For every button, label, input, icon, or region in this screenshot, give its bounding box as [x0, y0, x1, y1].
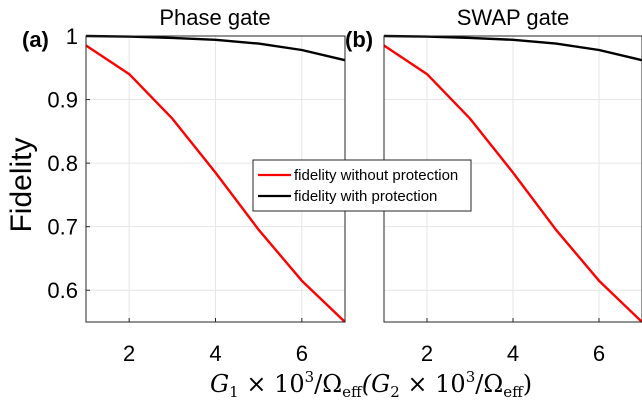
- x-label-exp: 3: [305, 368, 315, 386]
- x-label-eff2: eff: [503, 383, 524, 401]
- panel-a-line-with-protection: [85, 34, 346, 62]
- y-axis-label: Fidelity: [5, 137, 38, 232]
- x-label-times: × 10: [239, 370, 305, 398]
- panel-a-xticks: 2 4 6: [123, 318, 308, 366]
- panel-b-xtick-label: 2: [421, 341, 433, 366]
- x-label-exp2: 3: [466, 368, 476, 386]
- panel-a-ytick-label: 0.9: [47, 88, 78, 113]
- panel-a-line-without-protection: [85, 44, 346, 323]
- x-label-g1-sub: 1: [229, 383, 239, 401]
- x-label-times2: × 10: [400, 370, 466, 398]
- legend-box: [252, 159, 472, 212]
- panel-a-yticks: 0.6 0.7 0.8 0.9 1: [47, 24, 90, 303]
- panel-a-xtick-label: 2: [123, 341, 135, 366]
- x-label-eff: eff: [342, 383, 363, 401]
- panel-b-xticks: 2 4 6: [421, 318, 605, 366]
- legend-label-with-protection: fidelity with protection: [294, 188, 437, 205]
- panel-b-line-with-protection: [383, 34, 642, 62]
- panel-a-xtick-label: 6: [296, 341, 308, 366]
- panel-a: Phase gate (a) 2 4 6 0.6 0.7 0.8 0.9 1: [22, 5, 346, 366]
- panel-a-ytick-label: 0.8: [47, 151, 78, 176]
- x-label-slash2: /Ω: [475, 370, 503, 398]
- x-label-g2-sub: 2: [390, 383, 400, 401]
- x-label-slash: /Ω: [314, 370, 342, 398]
- panel-a-ytick-label: 0.7: [47, 215, 78, 240]
- panel-a-xtick-label: 4: [209, 341, 221, 366]
- panel-a-lines: [85, 34, 346, 323]
- panel-a-label: (a): [22, 27, 49, 52]
- panel-b-line-without-protection: [383, 44, 642, 323]
- x-axis-label: G1 × 103/Ωeff(G2 × 103/Ωeff): [210, 368, 532, 401]
- panel-b-lines: [383, 34, 642, 323]
- panel-b-xtick-label: 6: [593, 341, 605, 366]
- x-label-g1: G: [210, 370, 229, 398]
- panel-b-xtick-label: 4: [507, 341, 519, 366]
- legend: fidelity without protection fidelity wit…: [252, 159, 472, 212]
- x-label-close: ): [523, 370, 532, 398]
- panel-a-ytick-label: 0.6: [47, 278, 78, 303]
- panel-a-ytick-label: 1: [66, 24, 78, 49]
- x-label-open: (G: [362, 370, 391, 398]
- panel-b-label: (b): [345, 27, 373, 52]
- panel-a-title: Phase gate: [159, 5, 270, 30]
- legend-label-without-protection: fidelity without protection: [294, 167, 458, 184]
- panel-b-title: SWAP gate: [457, 5, 570, 30]
